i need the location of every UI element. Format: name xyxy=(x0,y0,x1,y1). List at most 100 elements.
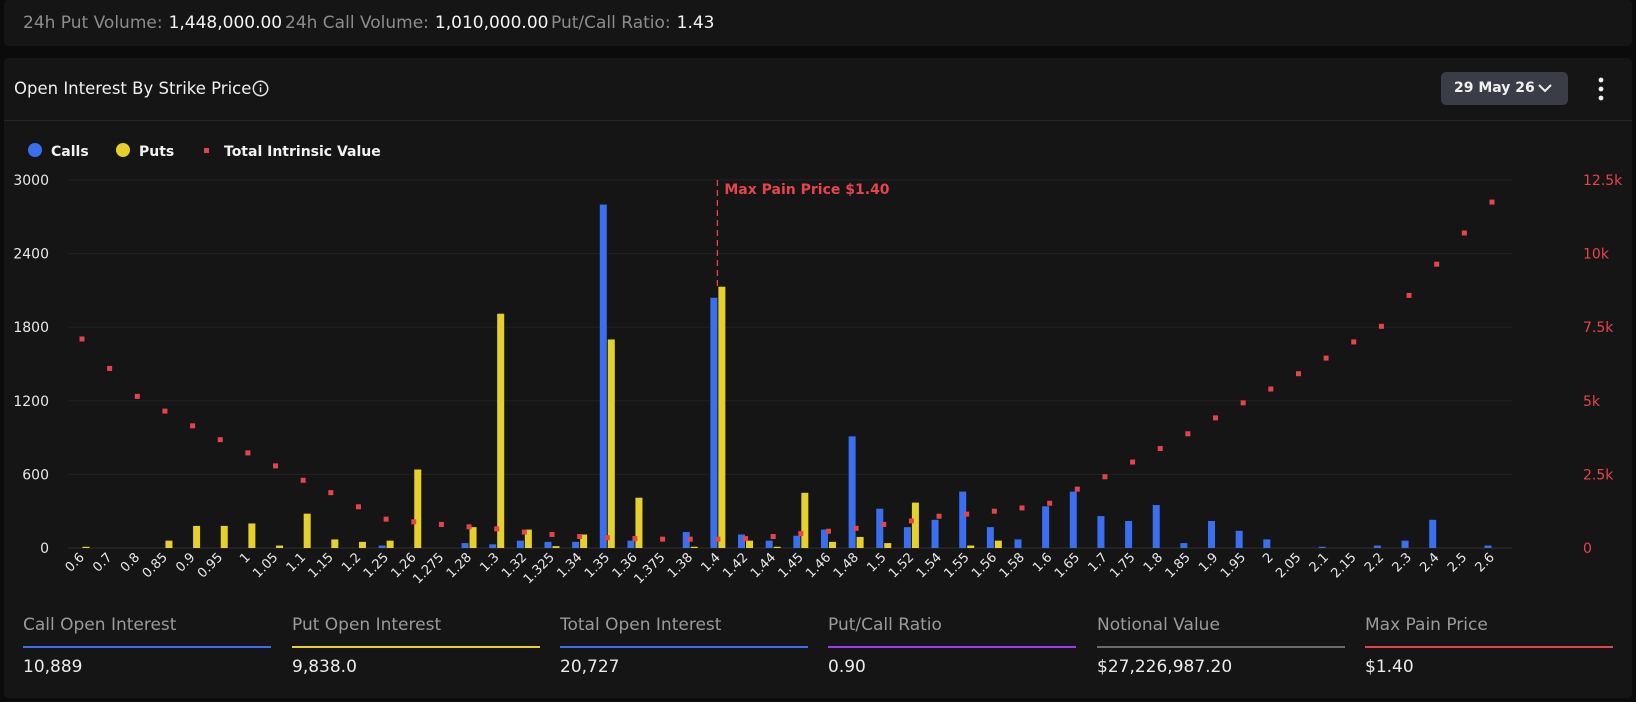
x-tick-label: 1.56 xyxy=(969,550,1000,581)
puts-bar xyxy=(524,529,532,548)
calls-bar xyxy=(1069,491,1077,548)
calls-bar xyxy=(1152,505,1160,548)
info-icon[interactable] xyxy=(252,80,269,97)
intrinsic-point xyxy=(798,531,804,537)
x-tick-label: 1.65 xyxy=(1052,550,1083,581)
calls-bar xyxy=(1484,545,1492,548)
puts-bar xyxy=(635,497,643,548)
puts-bar xyxy=(469,527,477,548)
x-tick-label: 1.375 xyxy=(631,550,668,587)
chevron-down-icon xyxy=(1538,84,1552,93)
max-pain-label: Max Pain Price $1.40 xyxy=(724,182,889,198)
calls-bar xyxy=(516,540,524,548)
metric-notional-value: Notional Value $27,226,987.20 xyxy=(1097,615,1345,677)
intrinsic-point xyxy=(355,504,361,510)
puts-bar xyxy=(552,546,560,548)
puts-bar xyxy=(994,540,1002,548)
put-volume-value: 1,448,000.00 xyxy=(168,13,283,33)
calls-bar xyxy=(1125,521,1133,548)
calls-bar xyxy=(1180,543,1188,548)
puts-bar xyxy=(967,545,975,548)
y-axis-left: 0 600 1200 1800 2400 3000 xyxy=(13,173,49,557)
calls-bar xyxy=(489,544,497,548)
metric-value: $1.40 xyxy=(1365,657,1414,677)
metric-call-open-interest: Call Open Interest 10,889 xyxy=(23,615,271,677)
intrinsic-point xyxy=(1240,400,1246,406)
calls-bar xyxy=(378,545,386,548)
x-tick-label: 0.95 xyxy=(195,550,226,581)
calls-bar xyxy=(903,527,911,548)
card-title: Open Interest By Strike Price xyxy=(14,79,252,98)
puts-bar xyxy=(690,546,698,548)
y-tick-label: 1200 xyxy=(13,394,49,410)
metric-label: Put/Call Ratio xyxy=(828,615,942,635)
x-tick-label: 1.35 xyxy=(582,550,613,581)
x-tick-label: 1.38 xyxy=(665,550,696,581)
x-tick-label: 0.85 xyxy=(140,550,171,581)
puts-bar xyxy=(193,525,201,548)
intrinsic-point xyxy=(825,528,831,534)
intrinsic-points-layer xyxy=(79,199,1495,542)
intrinsic-point xyxy=(964,511,970,517)
intrinsic-point xyxy=(245,450,251,456)
x-tick-label: 1.46 xyxy=(803,550,834,581)
x-tick-label: 2.5 xyxy=(1445,550,1470,575)
metric-value: 0.90 xyxy=(828,657,866,677)
intrinsic-point xyxy=(1130,459,1136,465)
puts-bar xyxy=(856,536,864,548)
x-tick-label: 1.52 xyxy=(886,550,917,581)
calls-bar xyxy=(1263,539,1271,548)
intrinsic-point xyxy=(1323,355,1329,361)
intrinsic-point xyxy=(1185,431,1191,437)
puts-bar xyxy=(331,539,339,548)
calls-bar xyxy=(1318,546,1326,548)
x-tick-label: 2.15 xyxy=(1329,550,1360,581)
puts-bar xyxy=(358,541,366,548)
puts-bar xyxy=(303,513,311,548)
calls-bar xyxy=(1014,539,1022,548)
max-pain-annotation: Max Pain Price $1.40 xyxy=(716,180,890,290)
calls-bar xyxy=(876,508,884,548)
open-interest-card: Open Interest By Strike Price xyxy=(4,58,1632,698)
intrinsic-point xyxy=(1295,371,1301,377)
puts-legend-marker xyxy=(116,143,130,157)
intrinsic-point xyxy=(908,518,914,524)
x-tick-label: 1.325 xyxy=(521,550,558,587)
intrinsic-point xyxy=(687,536,693,542)
calls-bar xyxy=(959,491,967,548)
metric-label: Max Pain Price xyxy=(1365,615,1488,635)
expiry-date-label: 29 May 26 xyxy=(1454,80,1535,96)
put-call-ratio-label: Put/Call Ratio: xyxy=(551,13,671,33)
bars-layer xyxy=(82,204,1492,549)
metric-total-open-interest: Total Open Interest 20,727 xyxy=(560,615,808,677)
y-tick-label: 600 xyxy=(22,467,49,483)
intrinsic-point xyxy=(1351,339,1357,345)
intrinsic-point xyxy=(190,423,196,429)
y-tick-label: 2400 xyxy=(13,247,49,263)
intrinsic-point xyxy=(494,526,500,532)
metric-label: Notional Value xyxy=(1097,615,1220,635)
calls-bar xyxy=(710,297,718,548)
calls-bar xyxy=(820,529,828,548)
put-call-ratio-stat: Put/Call Ratio: 1.43 xyxy=(551,13,715,33)
metric-underline xyxy=(1097,646,1345,648)
puts-bar xyxy=(276,545,284,548)
more-vertical-icon[interactable] xyxy=(1592,76,1610,102)
intrinsic-point xyxy=(577,534,583,540)
x-tick-label: 1.28 xyxy=(444,550,475,581)
intrinsic-point xyxy=(604,535,610,541)
puts-bar xyxy=(580,534,588,548)
intrinsic-point xyxy=(1268,386,1274,392)
intrinsic-point xyxy=(300,477,306,483)
intrinsic-point xyxy=(134,393,140,399)
expiry-date-selector[interactable]: 29 May 26 xyxy=(1441,72,1568,105)
puts-bar xyxy=(911,502,919,548)
x-tick-label: 2.6 xyxy=(1473,550,1498,575)
puts-bar xyxy=(82,546,90,548)
calls-bar xyxy=(1208,521,1216,548)
x-tick-label: 2.05 xyxy=(1273,550,1304,581)
metric-value: 20,727 xyxy=(560,657,620,677)
calls-bar xyxy=(572,541,580,548)
calls-bar xyxy=(931,519,939,548)
intrinsic-point xyxy=(1157,445,1163,451)
